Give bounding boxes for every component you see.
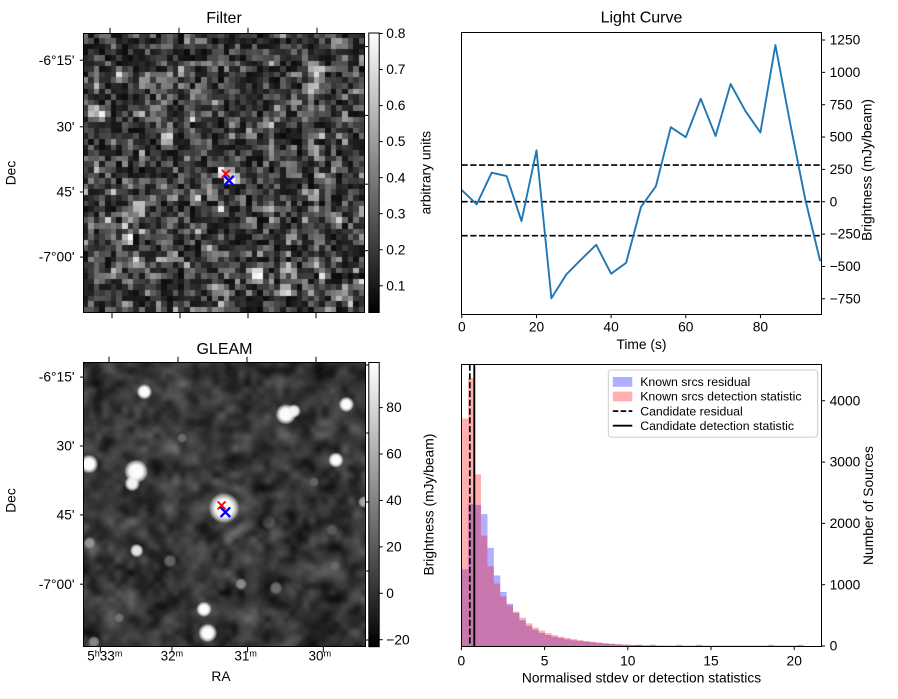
svg-text:0: 0 bbox=[830, 194, 838, 209]
svg-text:10: 10 bbox=[620, 654, 636, 669]
svg-text:60: 60 bbox=[386, 447, 402, 462]
svg-text:arbitrary units: arbitrary units bbox=[419, 131, 434, 215]
svg-text:GLEAM: GLEAM bbox=[196, 341, 252, 358]
svg-text:20: 20 bbox=[787, 654, 803, 669]
svg-text:32m: 32m bbox=[161, 649, 184, 664]
svg-text:Dec: Dec bbox=[4, 488, 19, 513]
svg-text:4000: 4000 bbox=[830, 393, 861, 408]
svg-text:45': 45' bbox=[57, 185, 75, 200]
svg-text:-6°15': -6°15' bbox=[39, 370, 75, 385]
svg-text:45': 45' bbox=[57, 508, 75, 523]
svg-text:Known srcs detection statistic: Known srcs detection statistic bbox=[640, 390, 801, 404]
svg-text:30': 30' bbox=[57, 439, 75, 454]
svg-text:0.1: 0.1 bbox=[386, 278, 405, 293]
svg-text:5h33m: 5h33m bbox=[87, 649, 122, 664]
svg-text:Light Curve: Light Curve bbox=[601, 10, 683, 27]
svg-text:0.7: 0.7 bbox=[386, 62, 405, 77]
svg-text:Candidate residual: Candidate residual bbox=[640, 404, 743, 418]
svg-text:0.2: 0.2 bbox=[386, 242, 405, 257]
svg-text:−20: −20 bbox=[386, 632, 410, 647]
svg-text:Number of Sources: Number of Sources bbox=[861, 446, 876, 565]
svg-text:-7°00': -7°00' bbox=[39, 250, 75, 265]
svg-text:0.6: 0.6 bbox=[386, 98, 406, 113]
svg-text:Filter: Filter bbox=[206, 10, 242, 27]
svg-text:Known srcs residual: Known srcs residual bbox=[640, 375, 750, 389]
svg-text:5: 5 bbox=[541, 654, 549, 669]
svg-text:1000: 1000 bbox=[830, 577, 861, 592]
svg-text:31m: 31m bbox=[234, 649, 257, 664]
svg-text:0.3: 0.3 bbox=[386, 206, 406, 221]
svg-text:250: 250 bbox=[830, 162, 853, 177]
svg-text:20: 20 bbox=[386, 540, 402, 555]
svg-text:-7°00': -7°00' bbox=[39, 577, 75, 592]
svg-text:30': 30' bbox=[57, 119, 75, 134]
svg-text:15: 15 bbox=[703, 654, 719, 669]
svg-text:80: 80 bbox=[753, 320, 769, 335]
svg-text:RA: RA bbox=[211, 669, 231, 684]
svg-text:500: 500 bbox=[830, 130, 853, 145]
svg-text:2000: 2000 bbox=[830, 516, 861, 531]
svg-text:20: 20 bbox=[529, 320, 545, 335]
svg-text:0: 0 bbox=[386, 586, 394, 601]
svg-text:Brightness (mJy/beam): Brightness (mJy/beam) bbox=[860, 99, 875, 241]
svg-text:30m: 30m bbox=[309, 649, 332, 664]
svg-text:0: 0 bbox=[830, 639, 838, 654]
svg-text:0.8: 0.8 bbox=[386, 26, 406, 41]
svg-text:0: 0 bbox=[458, 320, 466, 335]
svg-text:Candidate detection statistic: Candidate detection statistic bbox=[640, 419, 794, 433]
svg-text:40: 40 bbox=[603, 320, 619, 335]
svg-text:−500: −500 bbox=[830, 259, 861, 274]
svg-text:Brightness (mJy/beam): Brightness (mJy/beam) bbox=[422, 434, 437, 576]
svg-text:-6°15': -6°15' bbox=[39, 53, 75, 68]
svg-text:40: 40 bbox=[386, 493, 402, 508]
svg-text:Dec: Dec bbox=[4, 161, 19, 186]
svg-text:Normalised stdev or detection: Normalised stdev or detection statistics bbox=[522, 671, 761, 686]
svg-text:0.4: 0.4 bbox=[386, 170, 406, 185]
svg-text:0.5: 0.5 bbox=[386, 134, 406, 149]
svg-text:−250: −250 bbox=[830, 227, 861, 242]
svg-text:1250: 1250 bbox=[830, 33, 861, 48]
svg-text:80: 80 bbox=[386, 400, 402, 415]
svg-text:3000: 3000 bbox=[830, 455, 861, 470]
svg-text:−750: −750 bbox=[830, 291, 861, 306]
svg-text:Time (s): Time (s) bbox=[616, 337, 666, 352]
svg-text:60: 60 bbox=[678, 320, 694, 335]
svg-text:1000: 1000 bbox=[830, 65, 861, 80]
svg-text:750: 750 bbox=[830, 97, 853, 112]
svg-text:0: 0 bbox=[458, 654, 466, 669]
